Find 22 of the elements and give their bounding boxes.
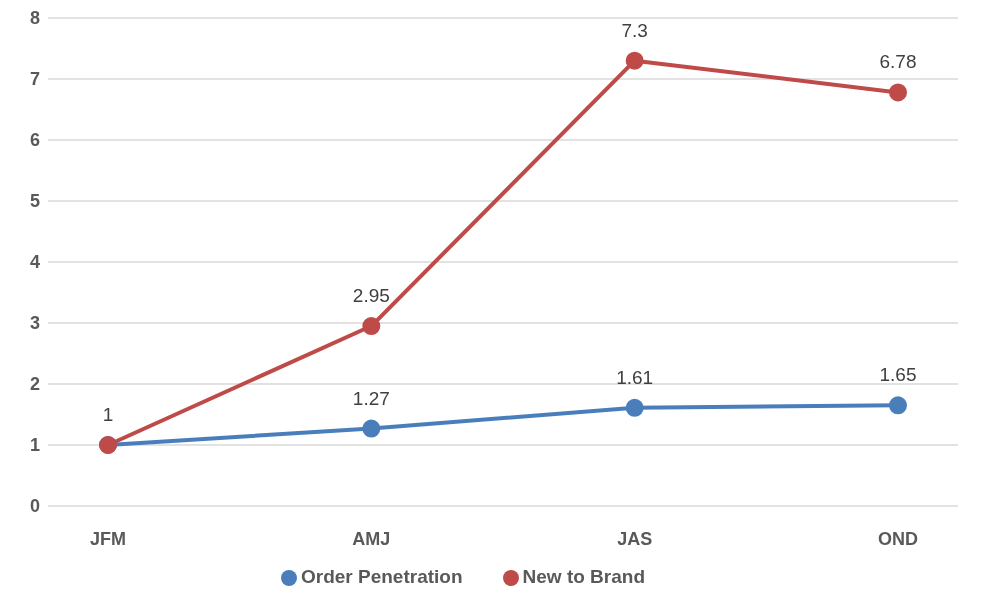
y-tick-label: 7 bbox=[29, 69, 40, 90]
data-label: 2.95 bbox=[352, 285, 390, 307]
x-tick-label: OND bbox=[878, 528, 918, 549]
y-tick-label: 0 bbox=[29, 496, 40, 517]
y-tick-label: 6 bbox=[29, 130, 40, 151]
legend-label: New to Brand bbox=[522, 566, 645, 587]
data-label: 1.65 bbox=[879, 364, 917, 386]
y-tick-label: 3 bbox=[29, 313, 40, 334]
y-tick-label: 4 bbox=[29, 252, 40, 273]
y-tick-label: 5 bbox=[29, 191, 40, 212]
y-tick-label: 8 bbox=[29, 8, 40, 29]
x-tick-label: JAS bbox=[617, 528, 653, 549]
y-tick-label: 2 bbox=[29, 374, 40, 395]
x-tick-label: AMJ bbox=[352, 528, 391, 549]
legend-label: Order Penetration bbox=[301, 566, 463, 587]
x-tick-label: JFM bbox=[90, 528, 126, 549]
data-label: 1 bbox=[102, 404, 114, 425]
data-label: 6.78 bbox=[879, 51, 917, 73]
data-label: 1.27 bbox=[352, 387, 390, 409]
data-label: 7.3 bbox=[621, 19, 648, 41]
data-label: 1.61 bbox=[616, 366, 654, 388]
y-tick-label: 1 bbox=[29, 435, 40, 456]
